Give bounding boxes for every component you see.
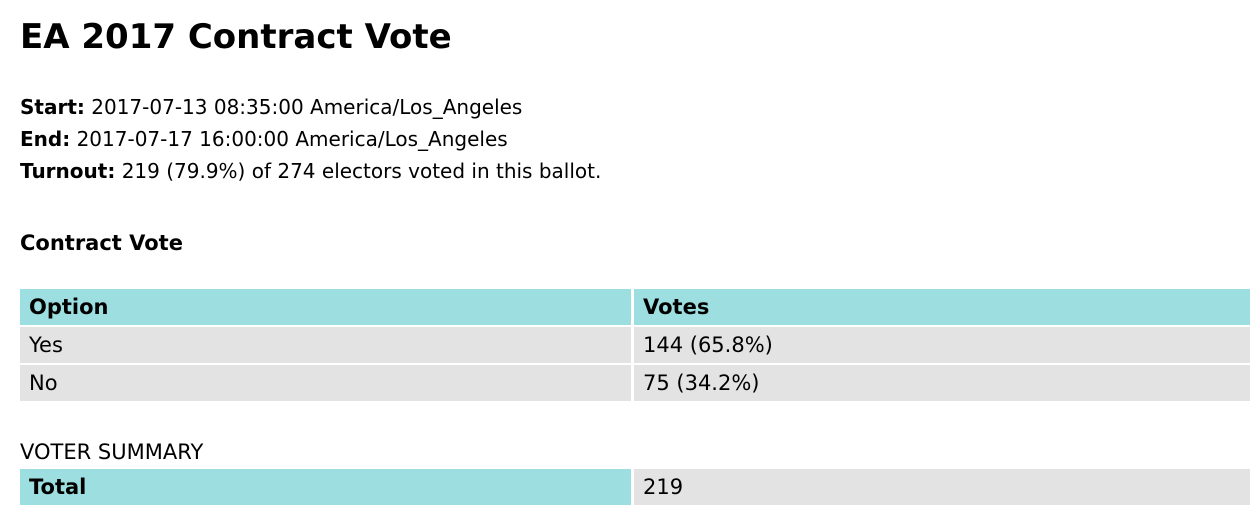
table-row: No 75 (34.2%): [20, 365, 1250, 403]
option-cell: No: [20, 365, 631, 403]
votes-cell: 144 (65.8%): [631, 327, 1250, 365]
turnout-value: 219 (79.9%) of 274 electors voted in thi…: [121, 159, 602, 183]
column-header-votes: Votes: [631, 289, 1250, 327]
end-label: End:: [20, 127, 71, 151]
start-label: Start:: [20, 95, 85, 119]
end-value: 2017-07-17 16:00:00 America/Los_Angeles: [76, 127, 508, 151]
column-header-option: Option: [20, 289, 631, 327]
end-row: End: 2017-07-17 16:00:00 America/Los_Ang…: [20, 123, 601, 155]
turnout-row: Turnout: 219 (79.9%) of 274 electors vot…: [20, 155, 601, 187]
total-value: 219: [631, 469, 1250, 505]
summary-total-row: Total 219: [20, 469, 1250, 505]
total-label: Total: [20, 469, 631, 505]
question-title: Contract Vote: [20, 231, 183, 255]
start-value: 2017-07-13 08:35:00 America/Los_Angeles: [91, 95, 523, 119]
results-header-row: Option Votes: [20, 289, 1250, 327]
table-row: Yes 144 (65.8%): [20, 327, 1250, 365]
results-table: Option Votes Yes 144 (65.8%) No 75 (34.2…: [20, 289, 1250, 403]
votes-cell: 75 (34.2%): [631, 365, 1250, 403]
page-title: EA 2017 Contract Vote: [20, 17, 452, 57]
turnout-label: Turnout:: [20, 159, 116, 183]
start-row: Start: 2017-07-13 08:35:00 America/Los_A…: [20, 91, 601, 123]
ballot-meta: Start: 2017-07-13 08:35:00 America/Los_A…: [20, 91, 601, 187]
option-cell: Yes: [20, 327, 631, 365]
voter-summary-heading: VOTER SUMMARY: [20, 440, 204, 464]
summary-table: Total 219: [20, 469, 1250, 505]
